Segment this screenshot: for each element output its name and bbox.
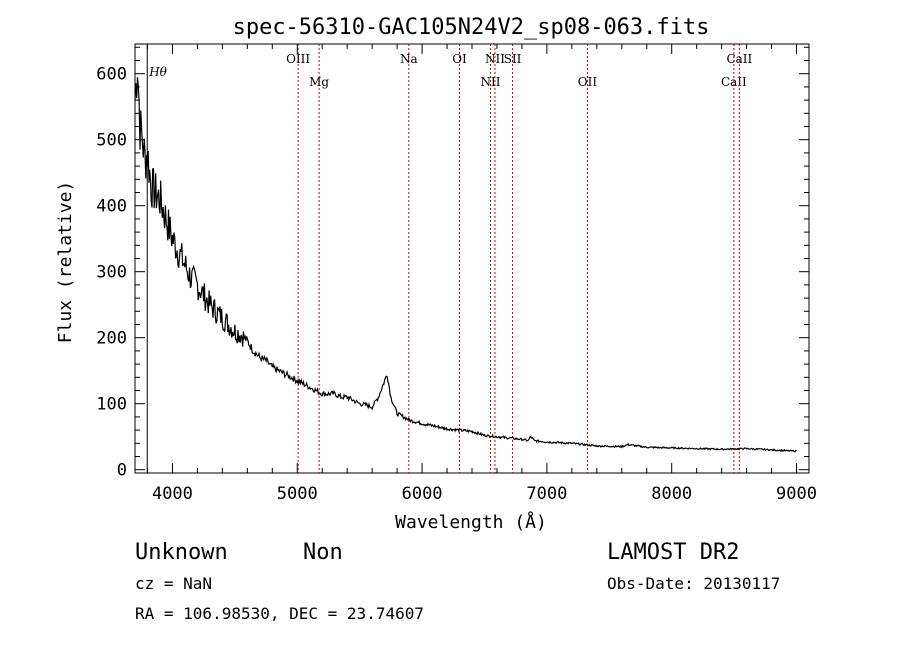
- x-tick-label: 5000: [277, 484, 318, 504]
- x-tick-label: 8000: [651, 484, 692, 504]
- ref-label: OI: [452, 52, 467, 66]
- y-tick-label: 0: [117, 461, 127, 481]
- chart-title: spec-56310-GAC105N24V2_sp08-063.fits: [233, 15, 710, 40]
- x-tick-label: 7000: [526, 484, 567, 504]
- y-tick-label: 400: [96, 197, 127, 217]
- observation-date: Obs-Date: 20130117: [607, 574, 780, 593]
- y-tick-label: 300: [96, 263, 127, 283]
- x-tick-label: 6000: [402, 484, 443, 504]
- object-class: Unknown: [135, 540, 228, 565]
- x-axis-label: Wavelength (Å): [395, 511, 547, 533]
- ref-label: CaII: [726, 52, 752, 66]
- y-tick-label: 100: [96, 395, 127, 415]
- redshift-text: cz = NaN: [135, 574, 212, 593]
- ref-label: CaII: [721, 75, 747, 89]
- ref-label: NII: [480, 75, 500, 89]
- object-subclass: Non: [303, 540, 343, 565]
- y-tick-label: 500: [96, 131, 127, 151]
- ref-label: NII: [485, 52, 505, 66]
- ref-label: SII: [504, 52, 522, 66]
- ref-label: Na: [400, 52, 418, 66]
- x-tick-label: 4000: [152, 484, 193, 504]
- ref-label: OIII: [286, 52, 310, 66]
- reference-lines: Hθ OIII Mg Na OI NII NII OII SII CaII CaII: [146, 44, 753, 473]
- y-axis-label: Flux (relative): [55, 181, 76, 344]
- ref-label: Hθ: [148, 65, 167, 79]
- coordinates-text: RA = 106.98530, DEC = 23.74607: [135, 604, 424, 623]
- ref-label: OII: [578, 75, 598, 89]
- x-tick-label: 9000: [776, 484, 817, 504]
- ref-label: Mg: [309, 75, 329, 89]
- y-axis: 0 100 200 300 400 500 600: [96, 46, 809, 481]
- y-tick-label: 200: [96, 329, 127, 349]
- y-tick-label: 600: [96, 65, 127, 85]
- spectrum-line: [134, 77, 797, 453]
- survey-name: LAMOST DR2: [607, 540, 739, 565]
- plot-frame: [134, 43, 810, 474]
